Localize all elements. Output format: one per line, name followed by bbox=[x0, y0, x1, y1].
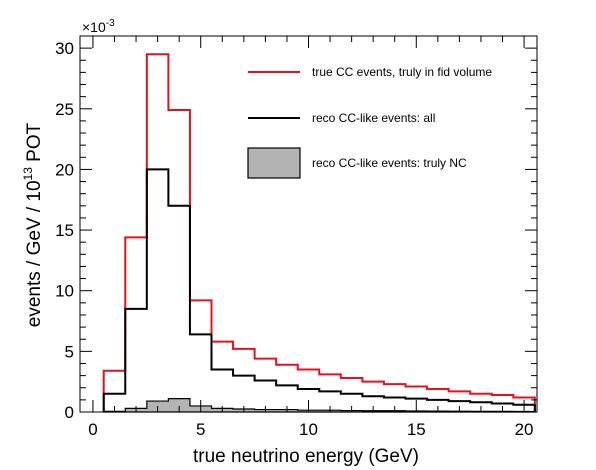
y-tick-label: 30 bbox=[55, 39, 74, 58]
y-tick-label: 15 bbox=[55, 221, 74, 240]
y-multiplier-base: ×10 bbox=[82, 19, 106, 35]
y-tick-label: 10 bbox=[55, 282, 74, 301]
plot-frame bbox=[79, 35, 538, 413]
legend-label: true CC events, truly in fid volume bbox=[312, 65, 492, 79]
plot-area bbox=[102, 53, 536, 413]
y-tick-label: 20 bbox=[55, 160, 74, 179]
series-reco-all-histogram bbox=[102, 168, 536, 412]
y-axis-title: events / GeV / 1013 POT bbox=[21, 122, 45, 327]
legend-label: reco CC-like events: truly NC bbox=[312, 156, 467, 170]
legend-label: reco CC-like events: all bbox=[312, 111, 435, 125]
x-tick-label: 20 bbox=[515, 420, 534, 439]
x-tick-label: 15 bbox=[407, 420, 426, 439]
x-axis-title: true neutrino energy (GeV) bbox=[193, 446, 419, 467]
y-axis-title-exponent: 13 bbox=[21, 167, 35, 181]
y-tick-label: 5 bbox=[65, 342, 74, 361]
legend-swatch-truly-nc bbox=[247, 147, 301, 179]
legend: true CC events, truly in fid volume reco … bbox=[247, 65, 492, 179]
x-tick-label: 5 bbox=[196, 420, 205, 439]
y-tick-label: 0 bbox=[65, 403, 74, 422]
x-tick-label: 10 bbox=[299, 420, 318, 439]
y-multiplier-exponent: -3 bbox=[106, 18, 115, 29]
y-axis-title-suffix: POT bbox=[24, 122, 45, 167]
series-true-cc-histogram bbox=[102, 53, 536, 412]
series-truly-nc-histogram bbox=[103, 398, 536, 413]
y-tick-label: 25 bbox=[55, 100, 74, 119]
y-axis-multiplier: ×10-3 bbox=[82, 18, 115, 35]
x-tick-label: 0 bbox=[88, 420, 97, 439]
axes: 0 5 10 15 20 0 5 10 15 20 25 30 bbox=[55, 35, 538, 439]
y-axis-title-prefix: events / GeV / 10 bbox=[24, 180, 45, 327]
